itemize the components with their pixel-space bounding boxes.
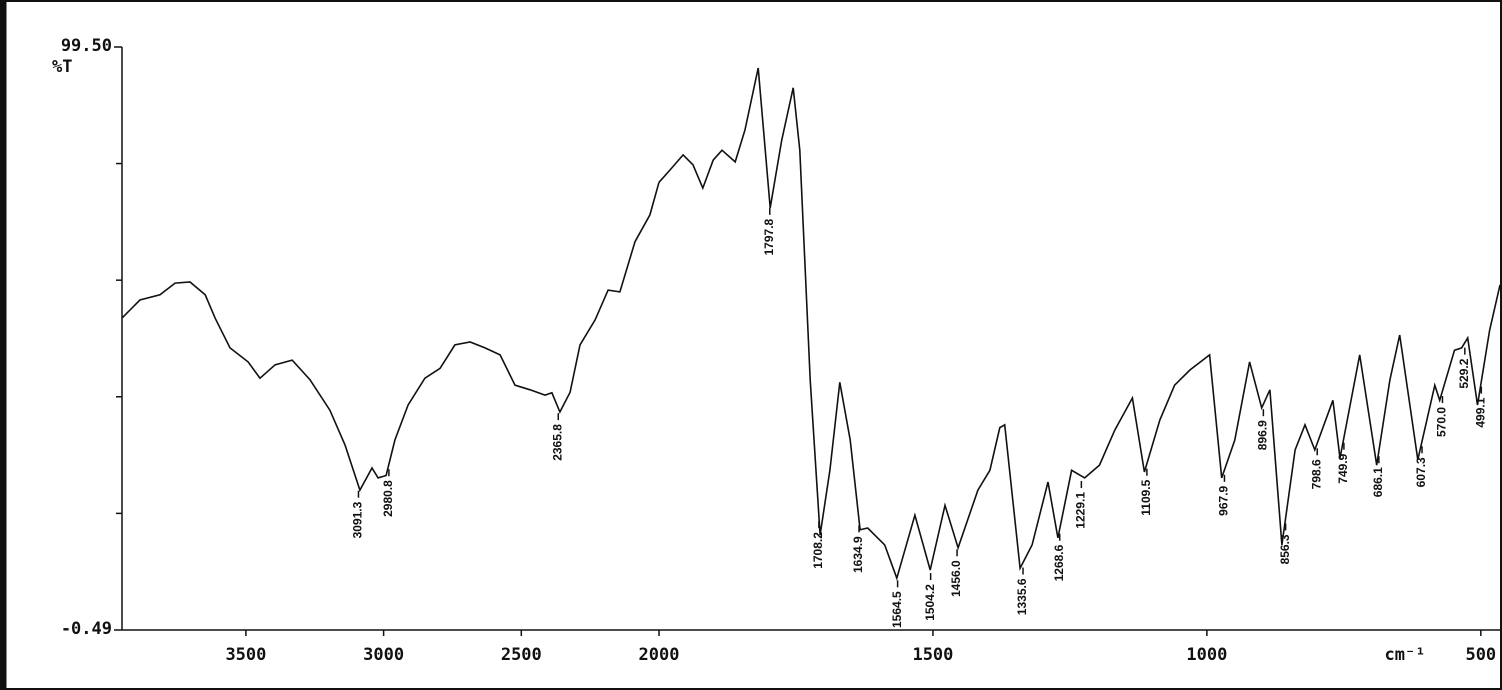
- x-tick-label: 2500: [501, 645, 542, 665]
- peak-label: 3091.3: [351, 501, 365, 538]
- peak-label: 896.9: [1256, 420, 1270, 450]
- peak-label: 967.9: [1217, 485, 1231, 515]
- peak-label: 529.2: [1457, 358, 1471, 388]
- peak-label: 1504.2: [923, 584, 937, 621]
- peak-label: 686.1: [1371, 467, 1385, 497]
- peak-label: 607.3: [1414, 457, 1428, 487]
- x-axis-label: cm⁻¹: [1385, 645, 1426, 665]
- peak-label: 1634.9: [851, 536, 865, 573]
- peak-label: 570.0: [1435, 407, 1449, 437]
- peak-label: 1229.1: [1074, 492, 1088, 529]
- peak-label: 1708.2: [811, 532, 825, 569]
- x-tick-label: 3000: [363, 645, 404, 665]
- peak-label: 2365.8: [550, 424, 564, 461]
- peak-label: 1335.6: [1015, 578, 1029, 615]
- peak-label: 2980.8: [381, 480, 395, 517]
- peak-label: 856.3: [1278, 534, 1292, 564]
- x-tick-label: 1500: [912, 645, 953, 665]
- peak-label: 1456.0: [949, 560, 963, 597]
- peak-label: 749.9: [1336, 453, 1350, 483]
- y-tick-label: 99.50: [61, 36, 112, 56]
- peak-label: 1268.6: [1052, 544, 1066, 581]
- spectrum-line: [658, 67, 1501, 581]
- x-tick-label: 1000: [1186, 645, 1227, 665]
- x-tick-label: 3500: [225, 645, 266, 665]
- peak-label: 1109.5: [1139, 479, 1153, 515]
- peak-label: 1564.5: [890, 591, 904, 628]
- y-axis-label: %T: [52, 57, 72, 77]
- x-tick-label: 500: [1465, 645, 1496, 665]
- spectrum-line: [121, 182, 660, 493]
- peak-label: 798.6: [1309, 459, 1323, 489]
- x-tick-label: 2000: [639, 645, 680, 665]
- peak-label: 1797.8: [762, 218, 776, 255]
- peak-label: 499.1: [1473, 397, 1487, 427]
- y-tick-label: -0.49: [61, 619, 112, 639]
